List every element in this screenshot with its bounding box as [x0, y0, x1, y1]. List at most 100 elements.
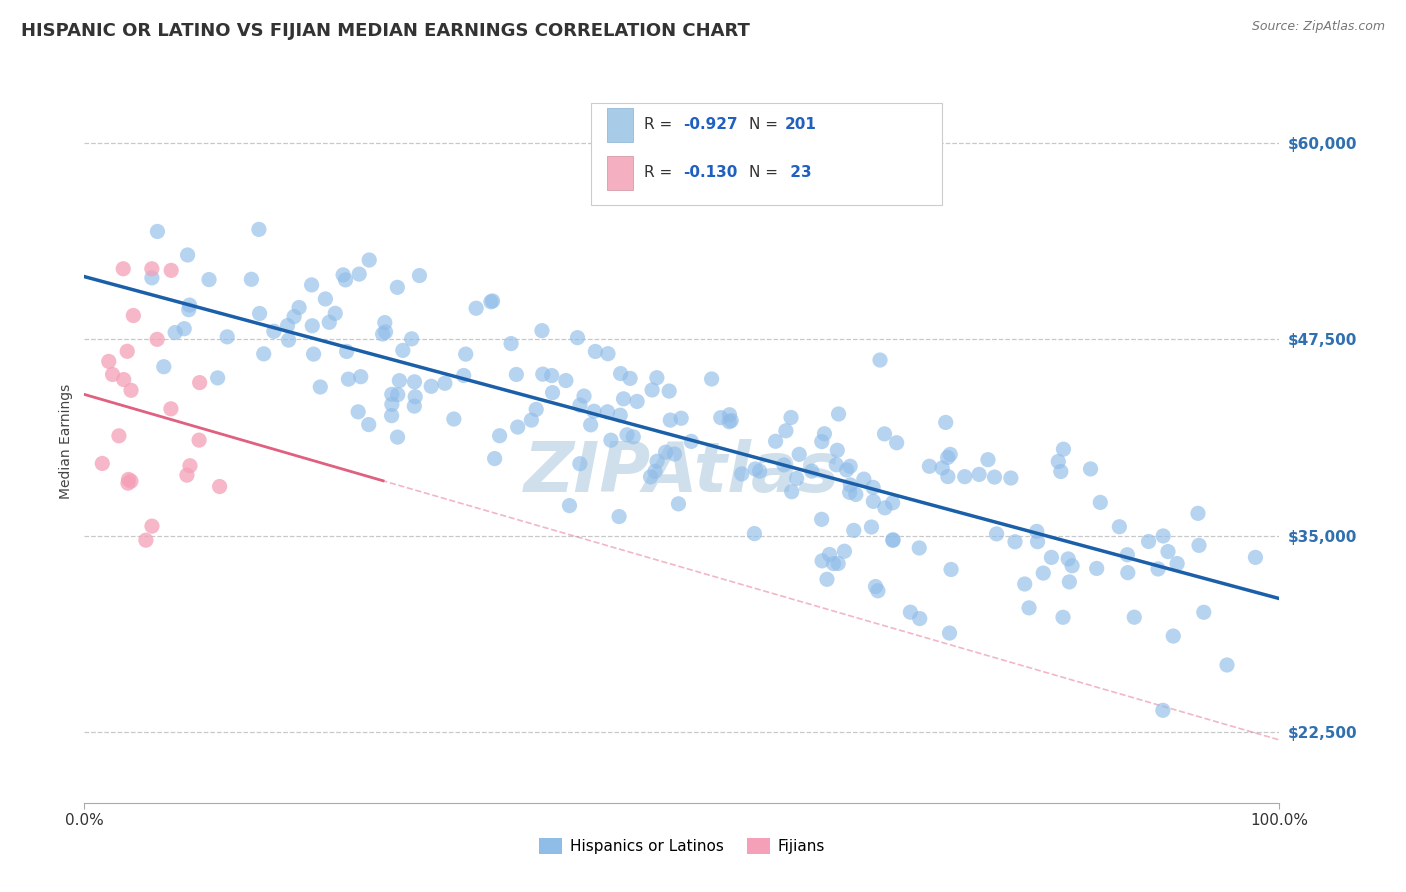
Point: [337, 372, 360, 386]
Text: ZIPAtlas: ZIPAtlas: [524, 440, 839, 507]
Point: [1018, 600, 1040, 615]
Point: [839, 478, 862, 492]
Point: [141, 519, 163, 533]
Point: [404, 399, 426, 413]
Point: [866, 583, 889, 598]
Point: [786, 471, 808, 485]
Point: [936, 469, 959, 483]
Point: [568, 457, 591, 471]
Point: [481, 293, 503, 308]
Point: [827, 407, 849, 421]
Point: [645, 370, 668, 384]
Point: [240, 272, 263, 286]
Point: [572, 389, 595, 403]
Point: [1188, 538, 1211, 552]
Point: [748, 464, 770, 478]
Point: [823, 557, 845, 571]
Point: [700, 372, 723, 386]
Point: [983, 470, 1005, 484]
Point: [160, 401, 183, 416]
Point: [882, 496, 904, 510]
Point: [198, 272, 221, 286]
Point: [731, 467, 754, 481]
Point: [1047, 454, 1070, 468]
Point: [505, 368, 527, 382]
Point: [371, 326, 394, 341]
Point: [567, 331, 589, 345]
Point: [554, 374, 576, 388]
Point: [374, 316, 396, 330]
Point: [1049, 465, 1071, 479]
Point: [1090, 495, 1112, 509]
Point: [842, 524, 865, 538]
Point: [986, 527, 1008, 541]
Point: [387, 430, 409, 444]
Point: [898, 605, 921, 619]
Point: [640, 470, 662, 484]
Point: [1040, 550, 1063, 565]
Point: [1032, 566, 1054, 580]
Point: [177, 302, 200, 317]
Point: [443, 412, 465, 426]
Point: [115, 344, 138, 359]
Point: [1116, 548, 1139, 562]
Point: [815, 572, 838, 586]
Point: [845, 487, 868, 501]
Point: [865, 580, 887, 594]
Point: [408, 268, 430, 283]
Text: -0.130: -0.130: [683, 165, 738, 180]
Point: [404, 390, 426, 404]
Point: [658, 384, 681, 398]
Point: [813, 426, 835, 441]
Point: [146, 224, 169, 238]
Point: [644, 464, 666, 478]
Point: [780, 484, 803, 499]
Point: [301, 277, 323, 292]
Point: [582, 404, 605, 418]
Point: [506, 420, 529, 434]
Point: [401, 332, 423, 346]
Point: [173, 321, 195, 335]
Point: [852, 472, 875, 486]
Point: [612, 392, 634, 406]
Point: [357, 417, 380, 432]
Point: [616, 427, 638, 442]
Point: [501, 336, 523, 351]
Point: [1062, 558, 1084, 573]
Point: [800, 464, 823, 478]
Point: [1014, 577, 1036, 591]
Text: R =: R =: [644, 117, 678, 132]
Point: [1147, 562, 1170, 576]
Point: [668, 497, 690, 511]
Point: [1026, 534, 1049, 549]
Point: [619, 371, 641, 385]
Point: [967, 467, 990, 482]
Point: [359, 252, 381, 267]
Point: [882, 533, 904, 548]
Point: [112, 373, 135, 387]
Point: [825, 458, 848, 472]
Point: [347, 405, 370, 419]
Text: HISPANIC OR LATINO VS FIJIAN MEDIAN EARNINGS CORRELATION CHART: HISPANIC OR LATINO VS FIJIAN MEDIAN EARN…: [21, 22, 749, 40]
Point: [977, 452, 1000, 467]
Point: [744, 526, 766, 541]
Point: [1080, 462, 1102, 476]
Point: [918, 459, 941, 474]
Point: [335, 273, 357, 287]
Point: [1166, 557, 1188, 571]
Point: [827, 557, 849, 571]
Point: [404, 375, 426, 389]
Point: [641, 383, 664, 397]
Point: [336, 344, 359, 359]
Point: [710, 410, 733, 425]
Point: [97, 354, 120, 368]
Point: [381, 409, 404, 423]
Point: [520, 413, 543, 427]
Point: [1116, 566, 1139, 580]
Point: [654, 445, 676, 459]
Text: R =: R =: [644, 165, 678, 180]
Text: Source: ZipAtlas.com: Source: ZipAtlas.com: [1251, 20, 1385, 33]
Point: [953, 469, 976, 483]
Point: [938, 626, 960, 640]
Point: [1216, 658, 1239, 673]
